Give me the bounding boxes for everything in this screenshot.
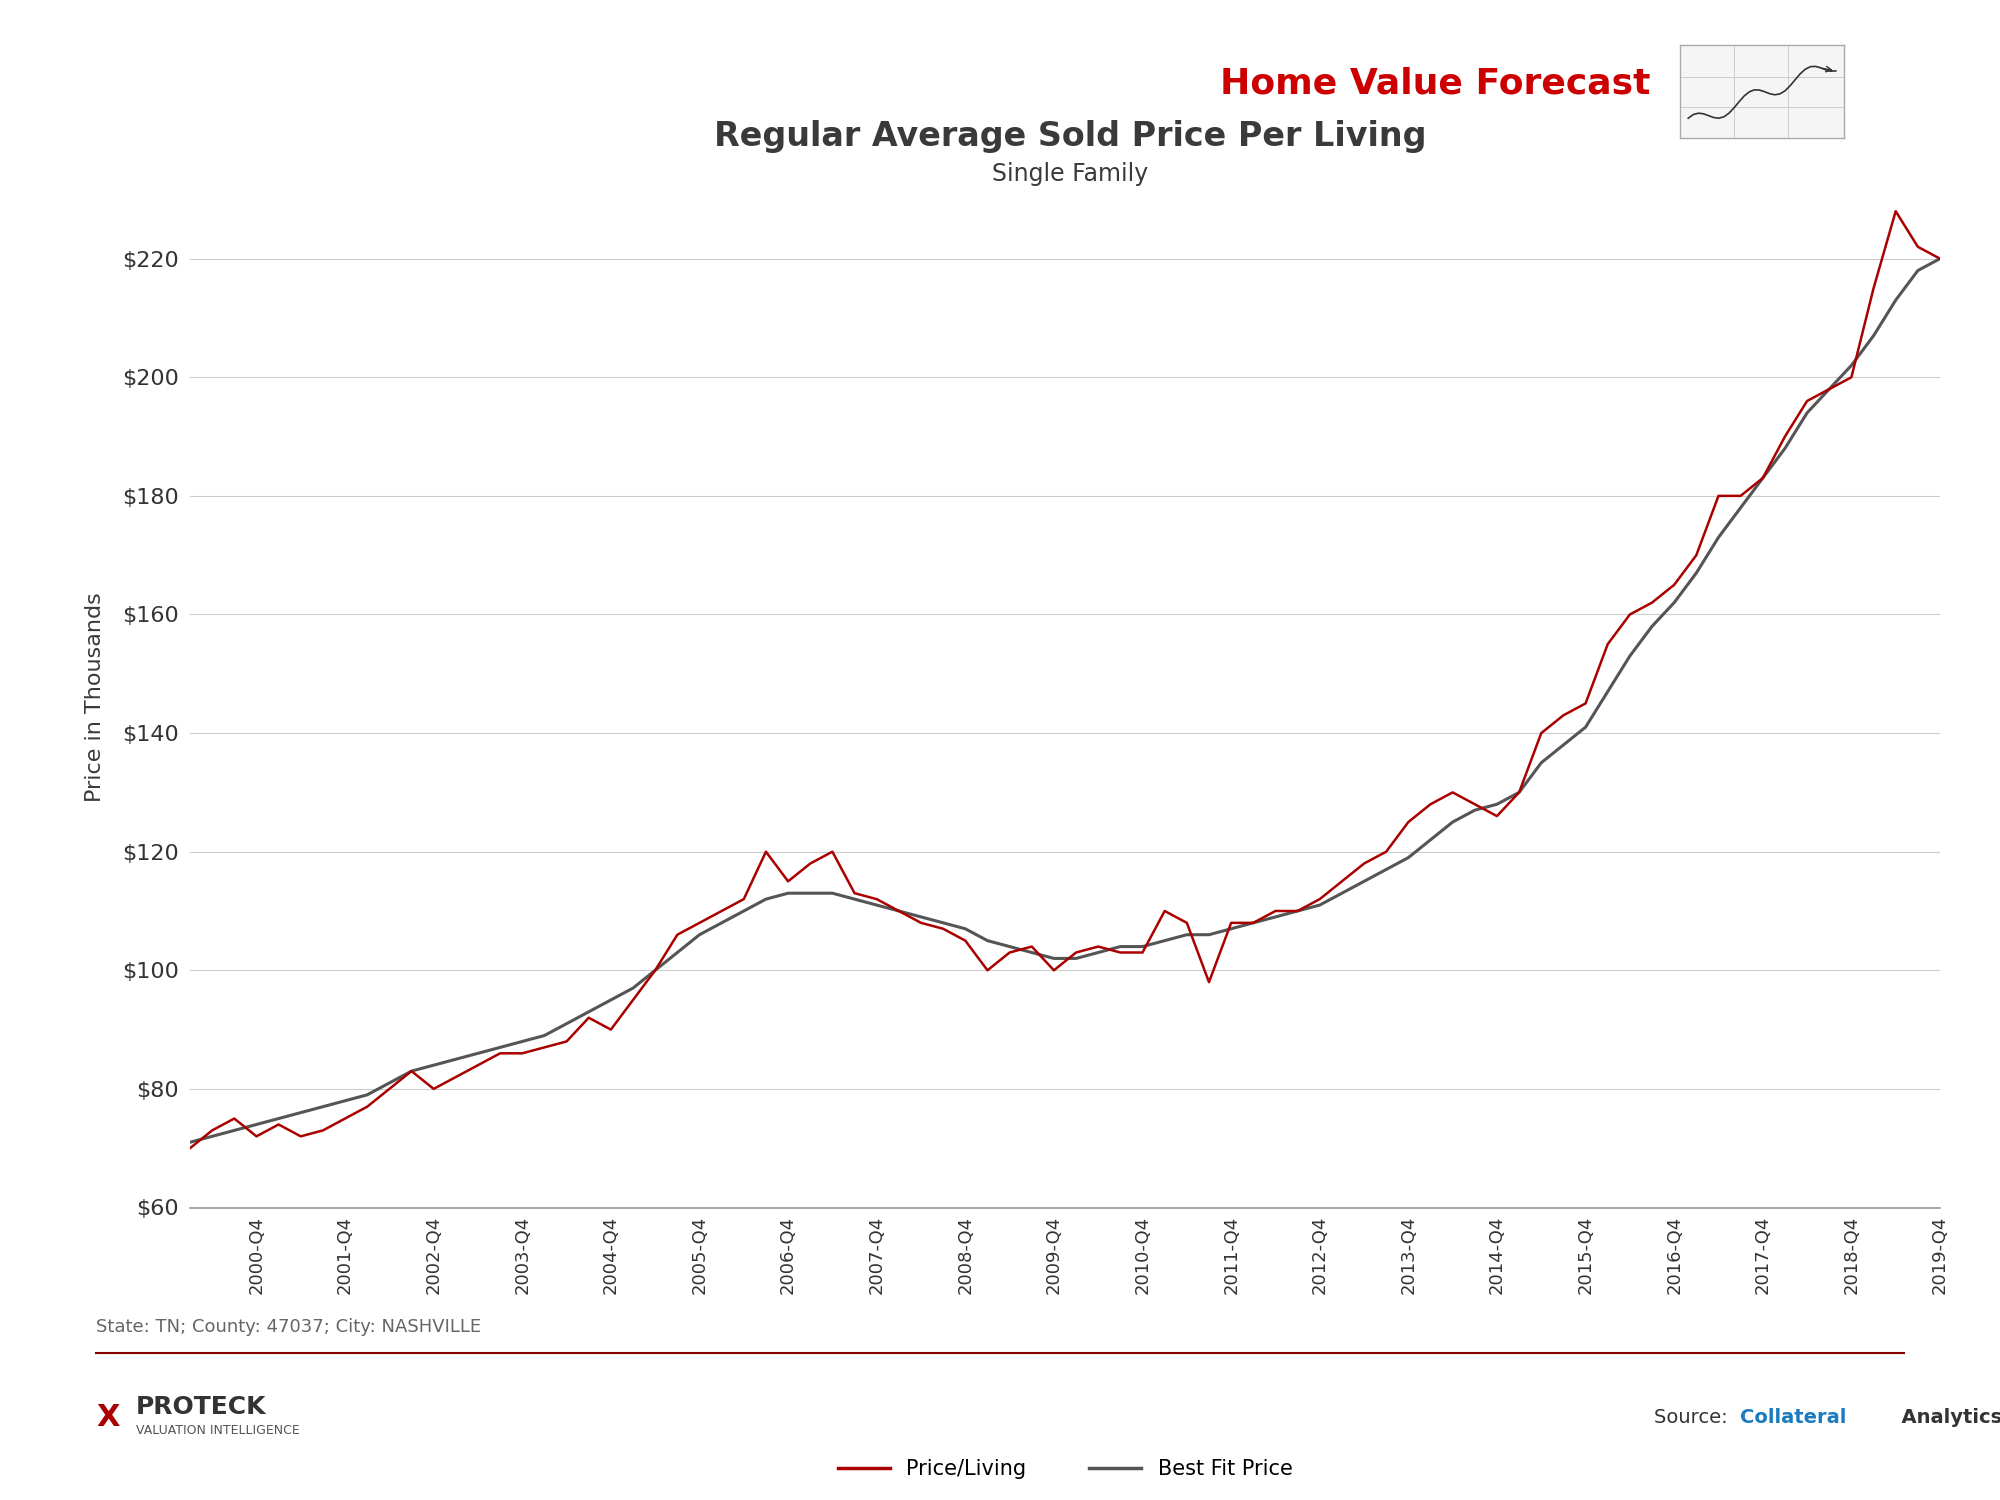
Best Fit Price (1728, 498, 1752, 516)
Y-axis label: Price in Thousands: Price in Thousands (86, 592, 106, 802)
Text: VALUATION INTELLIGENCE: VALUATION INTELLIGENCE (136, 1425, 300, 1437)
Text: Home Value Forecast: Home Value Forecast (1220, 68, 1650, 100)
Best Fit Price (178, 1134, 202, 1152)
Price/Living (954, 932, 978, 950)
Text: Single Family: Single Family (992, 162, 1148, 186)
Price/Living (1242, 914, 1266, 932)
Text: Analytics: Analytics (1888, 1408, 2000, 1426)
Legend: Price/Living, Best Fit Price: Price/Living, Best Fit Price (830, 1450, 1300, 1488)
Price/Living (1374, 843, 1398, 861)
Text: PROTECK: PROTECK (136, 1395, 266, 1419)
Best Fit Price (1308, 896, 1332, 914)
Price/Living (1220, 914, 1244, 932)
Text: Collateral: Collateral (1740, 1408, 1846, 1426)
Best Fit Price (1374, 861, 1398, 879)
Text: X: X (96, 1402, 120, 1432)
Price/Living (1884, 202, 1908, 220)
Price/Living (178, 1138, 202, 1156)
Text: State: TN; County: 47037; City: NASHVILLE: State: TN; County: 47037; City: NASHVILL… (96, 1318, 482, 1336)
Line: Best Fit Price: Best Fit Price (190, 258, 1940, 1143)
Line: Price/Living: Price/Living (190, 211, 1940, 1148)
Text: Regular Average Sold Price Per Living: Regular Average Sold Price Per Living (714, 120, 1426, 153)
Best Fit Price (954, 920, 978, 938)
Price/Living (1928, 249, 1952, 267)
Best Fit Price (1242, 914, 1266, 932)
Price/Living (1728, 488, 1752, 506)
Best Fit Price (1220, 920, 1244, 938)
Best Fit Price (1928, 249, 1952, 267)
Text: Source:: Source: (1654, 1408, 1740, 1426)
Price/Living (1308, 890, 1332, 908)
